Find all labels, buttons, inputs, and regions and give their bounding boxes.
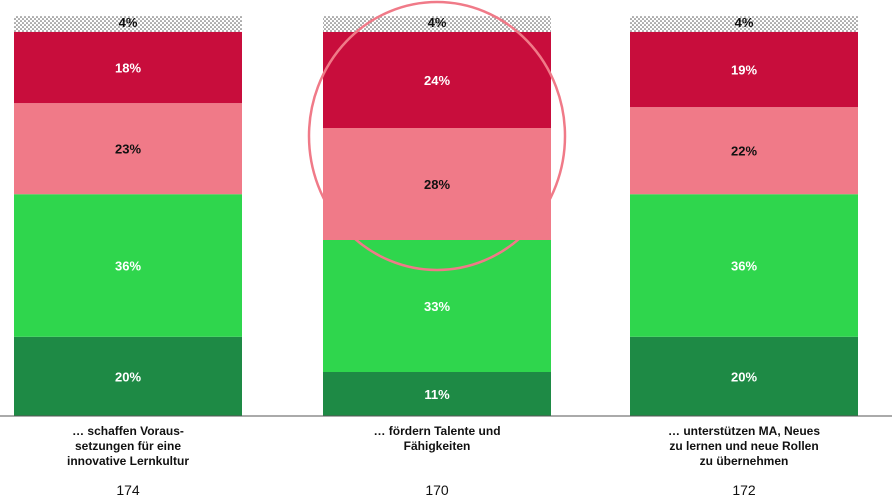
bar-segment <box>323 16 551 32</box>
bar-segment <box>630 16 858 32</box>
data-label: 19% <box>731 62 757 77</box>
bar-segment <box>323 372 551 416</box>
highlight-ellipse <box>307 0 567 272</box>
data-label: 22% <box>731 144 757 159</box>
data-label: 20% <box>731 369 757 384</box>
data-label: 36% <box>115 259 141 274</box>
bar-segment <box>630 107 858 195</box>
sample-size-label: 170 <box>425 482 449 498</box>
bar-segment <box>630 336 858 416</box>
bar-segment <box>14 16 242 32</box>
category-label: … fördern Talente und Fähigkeiten <box>373 424 501 453</box>
highlight-group <box>307 0 567 272</box>
category-label: … unterstützen MA, Neues zu lernen und n… <box>667 424 820 468</box>
data-label: 20% <box>115 369 141 384</box>
bar-segment <box>323 128 551 240</box>
data-label: 4% <box>735 15 754 30</box>
bar-segment <box>323 240 551 372</box>
data-label: 18% <box>115 60 141 75</box>
bar-group: 20% 36% 23% 18% 4% 11% 33% 28% 24% 4% 20% 36% 22% 19%… <box>14 15 858 416</box>
bar-segment <box>14 194 242 337</box>
bar-segment <box>14 103 242 195</box>
data-label: 11% <box>424 387 450 402</box>
data-label: 4% <box>119 15 138 30</box>
bar-segment <box>14 336 242 416</box>
bar-segment <box>323 32 551 128</box>
sample-size-label: 172 <box>732 482 756 498</box>
data-label: 33% <box>424 299 450 314</box>
bar-segment <box>630 194 858 337</box>
data-label: 36% <box>731 259 757 274</box>
sample-size-label: 174 <box>116 482 140 498</box>
data-label: 28% <box>424 177 450 192</box>
bar-segment <box>630 31 858 108</box>
bar-segment <box>14 31 242 104</box>
data-label: 4% <box>428 15 447 30</box>
category-label: … schaffen Voraus- setzungen für eine in… <box>66 424 190 468</box>
data-label: 23% <box>115 142 141 157</box>
data-label: 24% <box>424 73 450 88</box>
